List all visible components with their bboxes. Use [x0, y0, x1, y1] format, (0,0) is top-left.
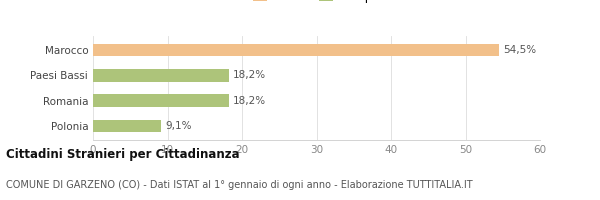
- Text: 18,2%: 18,2%: [233, 70, 266, 80]
- Legend: Africa, Europa: Africa, Europa: [251, 0, 382, 6]
- Bar: [93, 94, 229, 107]
- Text: Cittadini Stranieri per Cittadinanza: Cittadini Stranieri per Cittadinanza: [6, 148, 239, 161]
- Bar: [93, 120, 161, 132]
- Bar: [93, 69, 229, 82]
- Text: 54,5%: 54,5%: [503, 45, 536, 55]
- Text: 18,2%: 18,2%: [233, 96, 266, 106]
- Bar: [93, 44, 499, 56]
- Text: 9,1%: 9,1%: [165, 121, 192, 131]
- Text: COMUNE DI GARZENO (CO) - Dati ISTAT al 1° gennaio di ogni anno - Elaborazione TU: COMUNE DI GARZENO (CO) - Dati ISTAT al 1…: [6, 180, 473, 190]
